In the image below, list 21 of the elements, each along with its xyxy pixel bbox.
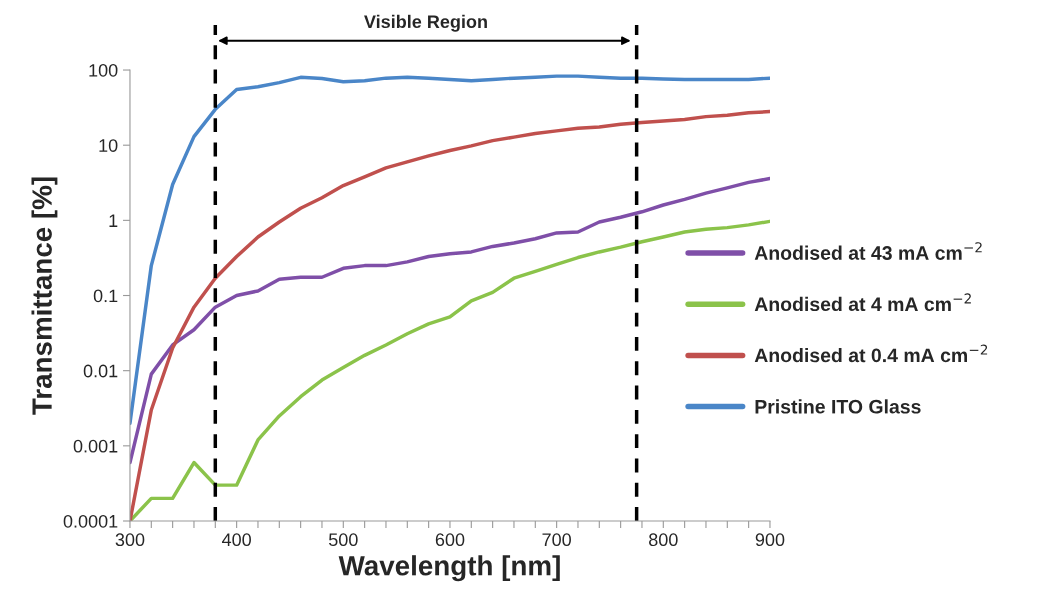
x-tick-label: 500 xyxy=(328,533,358,547)
y-tick-label: 0.0001 xyxy=(63,514,118,528)
y-tick-label: 0.1 xyxy=(93,289,118,303)
y-axis-title: Transmittance [%] xyxy=(31,177,58,415)
legend-label: Anodised at 0.4 mA cm$^{−2}$ xyxy=(754,344,988,363)
y-tick-label: 100 xyxy=(89,63,118,77)
x-axis-title: Wavelength [nm] xyxy=(338,555,560,582)
x-tick-label: 900 xyxy=(755,533,785,547)
legend-label: Anodised at 4 mA cm$^{−2}$ xyxy=(754,293,971,312)
x-tick-label: 800 xyxy=(649,533,678,547)
y-tick-label: 0.01 xyxy=(83,364,118,378)
legend-label: Pristine ITO Glass xyxy=(755,399,921,414)
text: Visible Region xyxy=(364,14,487,32)
y-tick-label: 0.001 xyxy=(73,439,118,453)
x-tick-label: 700 xyxy=(542,533,571,547)
y-tick-label: 10 xyxy=(99,139,118,152)
x-tick-label: 600 xyxy=(435,533,465,547)
x-tick-label: 400 xyxy=(221,533,251,547)
legend-label: Anodised at 43 mA cm$^{−2}$ xyxy=(754,242,982,260)
y-tick-label: 1 xyxy=(109,214,118,227)
x-tick-label: 300 xyxy=(115,533,145,547)
